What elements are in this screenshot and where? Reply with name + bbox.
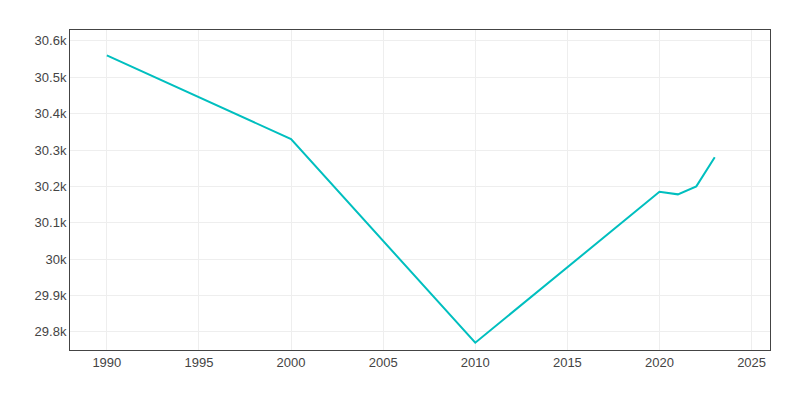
svg-text:2010: 2010 bbox=[461, 355, 490, 370]
svg-text:1990: 1990 bbox=[92, 355, 121, 370]
svg-text:2015: 2015 bbox=[553, 355, 582, 370]
svg-text:30.4k: 30.4k bbox=[35, 106, 67, 121]
svg-text:1995: 1995 bbox=[184, 355, 213, 370]
svg-text:30.3k: 30.3k bbox=[35, 143, 67, 158]
svg-text:30k: 30k bbox=[45, 252, 66, 267]
svg-text:30.2k: 30.2k bbox=[35, 179, 67, 194]
svg-text:30.5k: 30.5k bbox=[35, 70, 67, 85]
svg-text:30.6k: 30.6k bbox=[35, 33, 67, 48]
svg-text:30.1k: 30.1k bbox=[35, 215, 67, 230]
svg-text:29.8k: 29.8k bbox=[35, 324, 67, 339]
svg-text:29.9k: 29.9k bbox=[35, 288, 67, 303]
svg-text:2025: 2025 bbox=[737, 355, 766, 370]
svg-text:2000: 2000 bbox=[277, 355, 306, 370]
svg-text:2005: 2005 bbox=[369, 355, 398, 370]
svg-text:2020: 2020 bbox=[645, 355, 674, 370]
